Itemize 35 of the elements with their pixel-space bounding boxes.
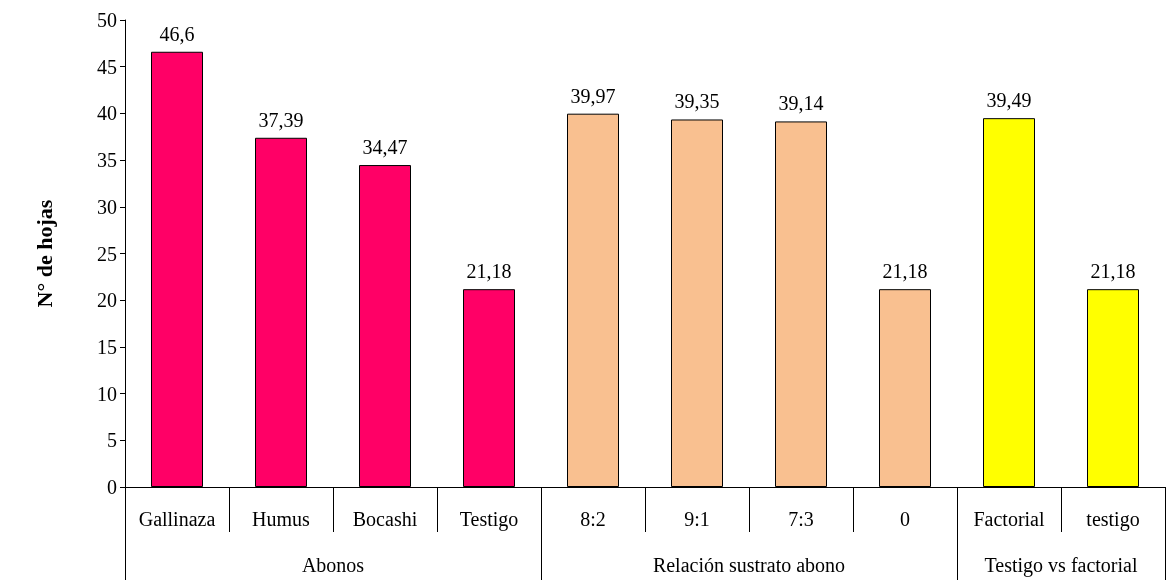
x-tick-label: Gallinaza [138,508,216,530]
y-tick-label: 5 [107,429,117,452]
x-tick-label: 0 [900,508,910,530]
y-tick-label: 0 [107,476,117,498]
data-label: 39,35 [674,90,720,113]
x-tick-label: Bocashi [352,508,418,530]
x-tick-label: 8:2 [580,508,606,530]
data-label: 39,49 [986,89,1032,112]
data-label: 39,97 [570,84,616,107]
y-tick-label: 20 [97,289,117,312]
legend-label: Relación sustrato abono [652,554,846,576]
x-tick-label: Testigo [459,508,519,531]
y-tick-label: 35 [97,149,117,172]
y-tick-label: 10 [97,382,117,405]
data-label: 21,18 [1090,260,1136,283]
y-tick-label: 25 [97,242,117,265]
data-label: 34,47 [362,136,408,159]
x-tick-label: 7:3 [788,508,814,530]
data-label: 21,18 [882,260,928,283]
legend-label: Abonos [301,554,365,576]
data-label: 39,14 [778,92,824,115]
y-axis-title: N° de hojas [31,199,57,308]
data-label: 21,18 [466,260,512,283]
x-tick-label: Humus [252,508,311,530]
y-tick-label: 45 [97,55,117,78]
y-tick-label: 15 [97,335,117,358]
y-tick-label: 40 [97,102,117,125]
x-tick-label: 9:1 [684,508,710,530]
data-label: 46,6 [159,22,195,45]
y-tick-label: 50 [97,9,117,31]
y-tick-label: 30 [97,195,117,218]
data-label: 37,39 [258,108,304,131]
legend-label: Testigo vs factorial [984,554,1138,577]
x-tick-label: Factorial [973,508,1045,530]
x-tick-label: testigo [1086,508,1140,531]
